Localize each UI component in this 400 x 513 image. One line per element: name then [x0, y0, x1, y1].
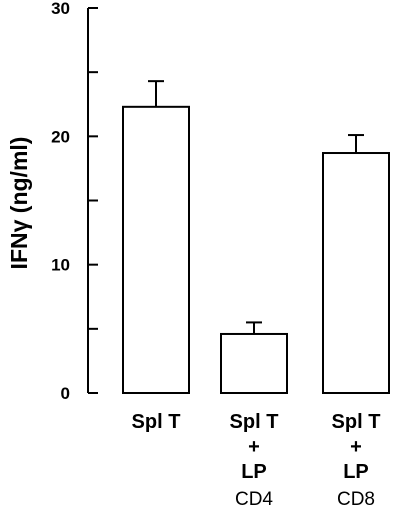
bar: [322, 152, 390, 394]
x-category-label: Spl T: [332, 411, 381, 433]
x-category-label: LP: [343, 461, 369, 483]
x-category-sublabel: CD4: [235, 489, 273, 510]
bar: [122, 105, 190, 394]
y-tick-label: 20: [51, 127, 70, 146]
y-tick-label: 30: [51, 0, 70, 18]
y-axis-title: IFNγ (ng/ml): [6, 137, 32, 270]
bars: [122, 80, 390, 395]
x-category-label: Spl T: [132, 411, 181, 433]
x-category-sublabel: CD8: [337, 489, 375, 510]
y-tick-label: 0: [61, 384, 70, 403]
bar: [220, 332, 288, 395]
x-category-label: Spl T: [230, 411, 279, 433]
x-category-label: +: [248, 436, 260, 458]
x-category-label: +: [350, 436, 362, 458]
y-tick-label: 10: [51, 256, 70, 275]
x-category-label: LP: [241, 461, 267, 483]
y-axis: 0 10 20 30: [51, 0, 98, 403]
x-axis-labels: Spl T Spl T + LP CD4 Spl T + LP CD8: [132, 411, 381, 510]
